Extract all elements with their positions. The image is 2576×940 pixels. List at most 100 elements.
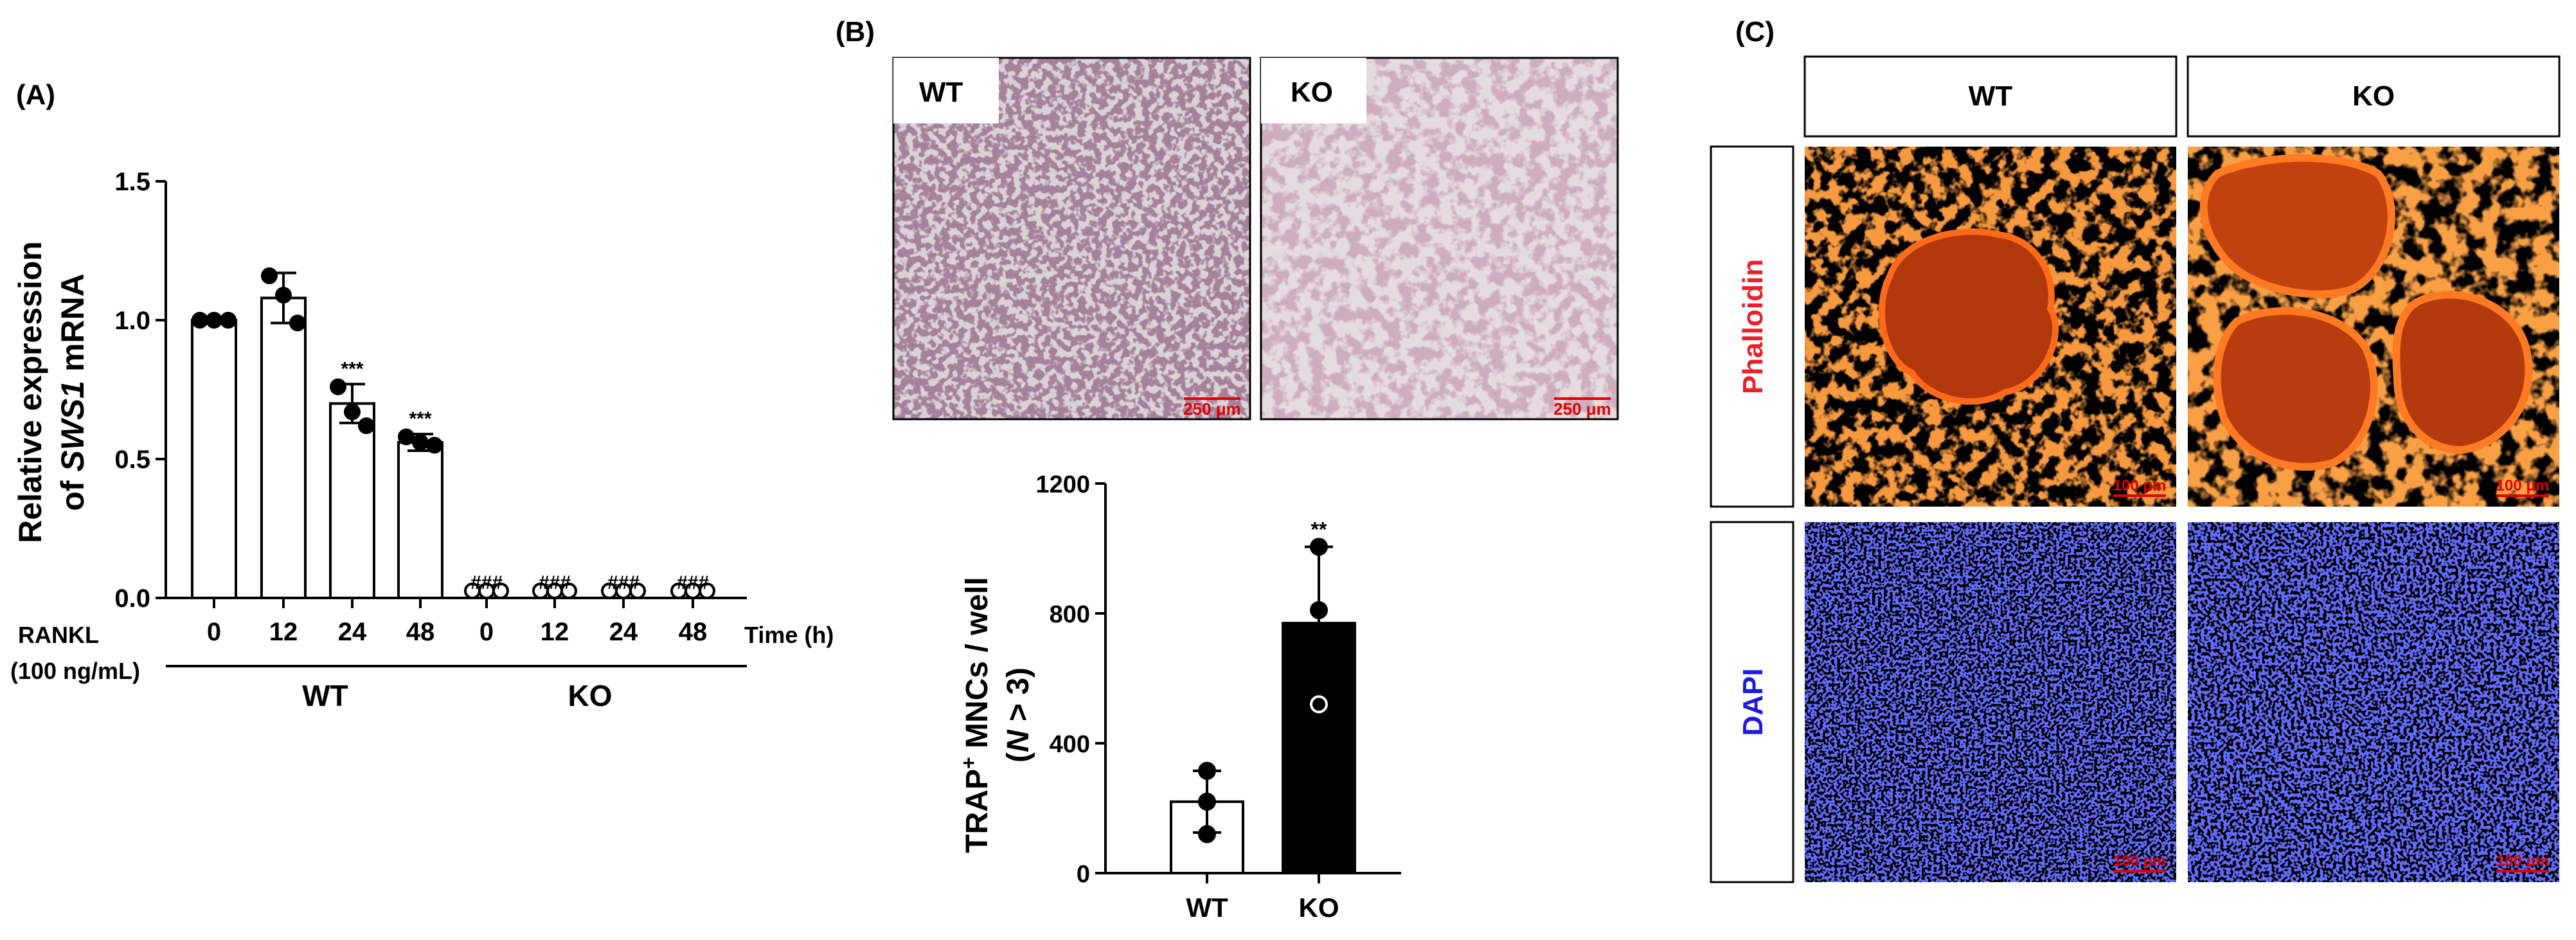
x-tick-label: 12 [269,618,298,646]
panel-a-marks: *** *** ### ### ### ### [191,267,715,600]
data-point [261,267,278,284]
data-point [492,583,509,599]
scale-bar-dapi-wt [2113,870,2166,872]
scale-bar-ph-ko [2496,494,2549,497]
data-point [1310,601,1328,619]
x-tick-label: 24 [609,618,638,646]
x-tick-label: 0 [479,618,494,646]
panel-a-y-axis-label: Relative expression [12,241,48,543]
bar [191,319,237,599]
scale-text-wt: 250 μm [1183,399,1241,419]
n-italic: N [1001,729,1035,752]
group-label-wt: WT [302,679,348,712]
n-suffix: > 3) [1001,667,1035,730]
y-tick-label: 800 [1050,601,1090,628]
y-label-suffix: mRNA [55,273,91,381]
panel-label-b: (B) [836,16,875,48]
osteoclast-shape-3 [2392,291,2533,455]
trap-image-wt-label: WT [919,77,963,108]
panel-b-axes: 0 400 800 1200 WT KO [1035,471,1401,923]
data-point [398,428,415,446]
data-point [330,378,346,395]
x-tick-label: KO [1299,892,1339,923]
trap-image-wt: WT 250 μm [892,57,1251,420]
y-label-gene: SWS1 [55,381,91,472]
x-tick-label: 24 [338,618,367,646]
panel-b-y-axis-label: TRAP+ MNCs / well [957,577,994,853]
significance-label: *** [409,408,431,429]
scale-text-dapi-wt: 100 μm [2113,853,2167,870]
bar [397,441,443,600]
significance-label: ### [539,572,571,593]
data-point [220,312,237,329]
dapi-image-ko: 100 μm [2188,522,2559,882]
x-tick-label: 0 [207,618,221,646]
significance-label: ### [607,572,640,593]
data-point [1310,695,1328,714]
y-tick-label: 400 [1050,731,1090,758]
significance-label: ### [470,572,503,593]
phalloidin-image-wt: 100 μm [1805,147,2176,507]
data-point [344,403,361,420]
phalloidin-image-ko: 100 μm [2188,147,2559,507]
trap-image-ko-label: KO [1291,77,1333,108]
dapi-image-wt: 100 μm [1805,522,2176,882]
panel-a-y-axis-label-2: of SWS1 mRNA [55,273,91,511]
scale-bar-ph-wt [2113,494,2166,497]
time-axis-label: Time (h) [744,622,834,648]
y-label-prefix: of [55,472,91,511]
x-tick-label: 48 [406,618,435,646]
x-tick-label: WT [1186,892,1228,923]
significance-label: ### [677,572,709,593]
panel-a-bar-chart: Relative expression of SWS1 mRNA 0.0 0.5 1… [12,168,747,646]
y-tick-label: 0.5 [114,446,150,474]
y-tick-label: 1.0 [114,307,150,335]
data-point [1198,761,1216,780]
y-tick-label: 0 [1077,861,1090,888]
x-tick-label: 48 [679,618,708,646]
row-header-dapi-box [1710,521,1794,883]
row-header-dapi: DAPI [1737,668,1769,736]
y-tick-label: 1200 [1035,471,1090,498]
col-header-wt: WT [1969,80,2013,112]
data-point [1310,538,1328,556]
panel-b-y-axis-label-2: (N > 3) [1001,667,1035,763]
data-point [629,583,646,599]
col-header-ko-box [2187,55,2561,138]
data-point [560,583,577,599]
significance-label: *** [341,358,363,379]
panel-label-a: (A) [16,79,55,111]
x-tick-label: 12 [541,618,569,646]
trap-suffix: MNCs / well [960,577,994,757]
rankl-label: RANKL [18,622,99,648]
bar [260,296,307,599]
row-header-phalloidin-box [1710,145,1794,508]
data-point [192,312,208,329]
osteoclast-shape-1 [2199,154,2395,298]
panel-b-bar-chart: TRAP+ MNCs / well (N > 3) 0 400 800 1200 WT K… [957,471,1401,923]
data-point [1198,792,1216,811]
data-point [206,312,222,329]
osteoclast-shape [1879,228,2059,405]
scale-text-ph-wt: 100 μm [2113,477,2167,494]
trap-image-ko: KO 250 μm [1260,57,1619,420]
group-label-ko: KO [568,679,613,712]
scale-bar-wt [1184,397,1240,400]
scale-bar-dapi-ko [2496,870,2549,872]
col-header-wt-box [1803,55,2178,138]
panel-b-marks: ** [1170,518,1356,875]
scale-text-dapi-ko: 100 μm [2496,853,2550,870]
y-tick-label: 0.0 [114,584,150,613]
osteoclast-shape-2 [2213,307,2378,471]
data-point [412,434,429,451]
scale-text-ph-ko: 100 μm [2496,477,2550,494]
row-header-phalloidin: Phalloidin [1737,259,1769,394]
panel-label-c: (C) [1735,16,1775,48]
trap-superscript: + [957,757,980,769]
trap-prefix: TRAP [960,769,994,853]
n-prefix: ( [1001,752,1035,763]
data-point [699,583,715,599]
scale-bar-ko [1554,397,1611,400]
panel-a-axes: 0.0 0.5 1.0 1.5 0 12 24 48 0 12 24 48 [114,168,747,646]
